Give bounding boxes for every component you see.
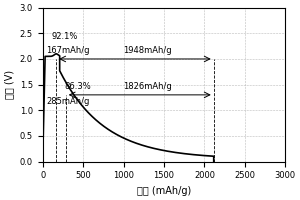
Text: 285mAh/g: 285mAh/g bbox=[46, 97, 89, 106]
Text: 1826mAh/g: 1826mAh/g bbox=[124, 82, 172, 91]
Text: 1948mAh/g: 1948mAh/g bbox=[124, 46, 172, 55]
Text: 86.3%: 86.3% bbox=[64, 82, 91, 91]
Y-axis label: 电压 (V): 电压 (V) bbox=[4, 70, 14, 99]
X-axis label: 电容 (mAh/g): 电容 (mAh/g) bbox=[137, 186, 191, 196]
Text: 167mAh/g: 167mAh/g bbox=[46, 46, 89, 55]
Text: 92.1%: 92.1% bbox=[51, 32, 78, 41]
